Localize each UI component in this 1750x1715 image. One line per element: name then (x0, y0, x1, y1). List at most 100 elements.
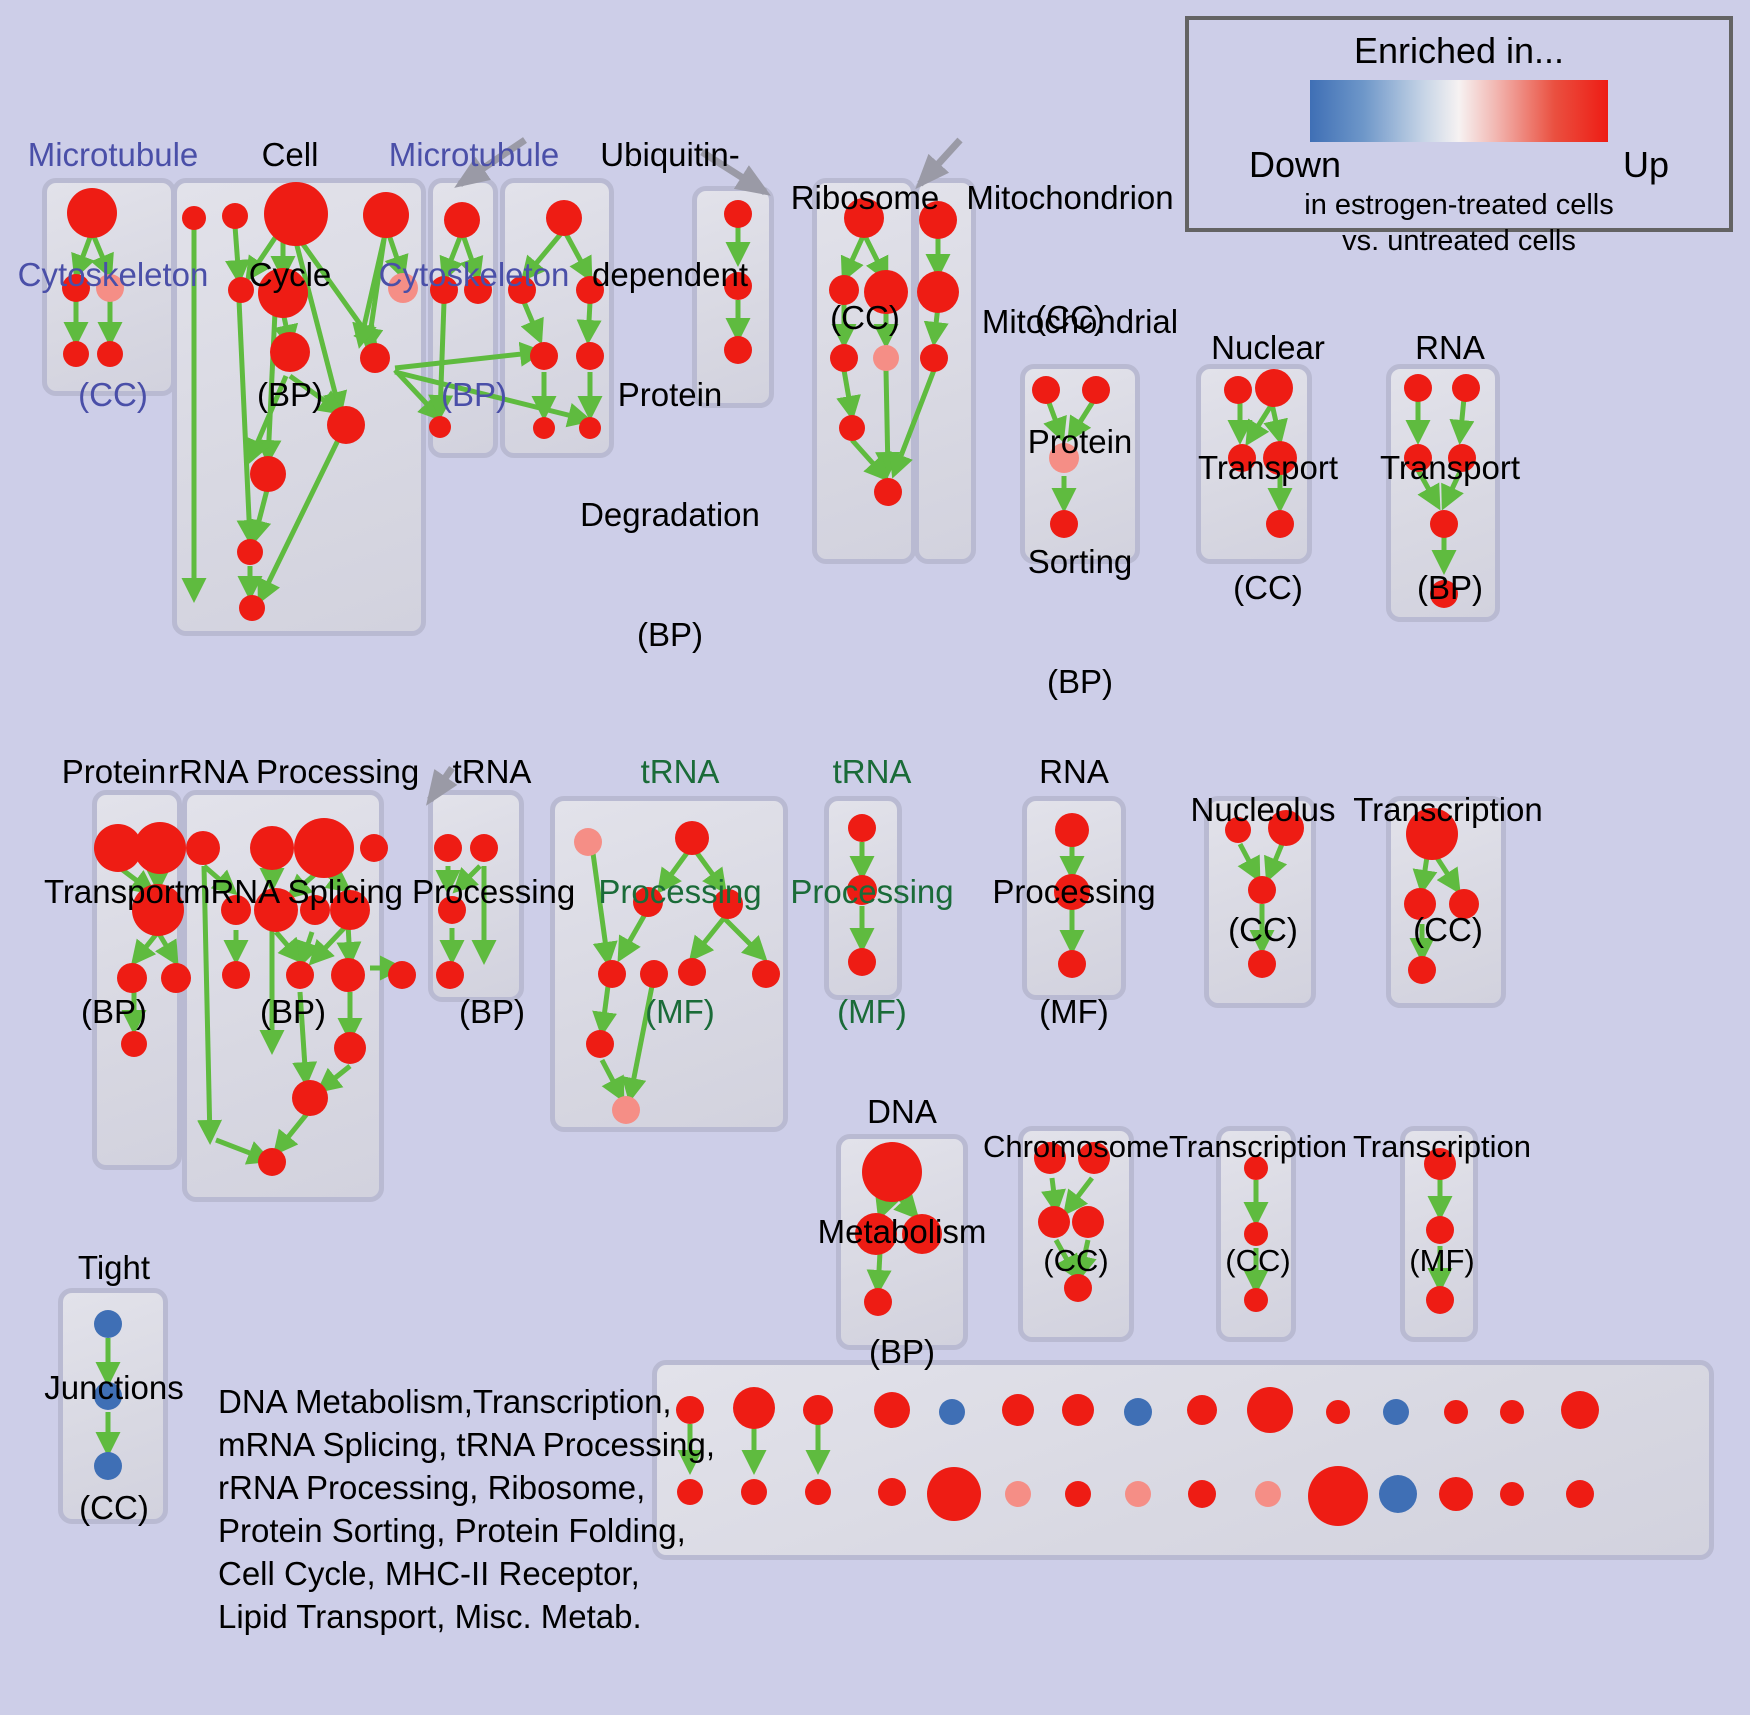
cluster-label-line: Processing (412, 873, 576, 910)
cluster-label-line: Tight (77, 1249, 151, 1286)
cluster-label-line: Ribosome (790, 179, 940, 216)
cluster-label-line: RNA (1039, 753, 1109, 790)
cluster-label-protein-transport-bp: Protein Transport (BP) (24, 672, 204, 1112)
cluster-label-rna-processing-mf: RNA Processing (MF) (984, 672, 1164, 1112)
cluster-label-line: Microtubule (388, 136, 560, 173)
pointer-arrow-microtubule-bp (454, 137, 527, 188)
cluster-label-ribosome-cc: Ribosome (CC) (770, 98, 960, 418)
cluster-label-cell-cycle-bp: Cell Cycle (BP) (220, 55, 360, 495)
cluster-label-nuclear-transport-cc: Nuclear Transport (CC) (1178, 248, 1358, 688)
cluster-label-line: dependent (592, 256, 748, 293)
cluster-label-line: tRNA (832, 753, 912, 790)
cluster-label-trna-processing-bp: tRNA Processing (BP) (412, 672, 576, 1112)
cluster-label-line: (MF) (837, 993, 907, 1030)
cluster-label-chromosome-cc: Chromosome (CC) (978, 1052, 1174, 1356)
cluster-label-line: Junctions (44, 1369, 184, 1406)
cluster-label-line: (CC) (1225, 1243, 1291, 1278)
cluster-label-line: Chromosome (982, 1129, 1170, 1164)
cluster-label-transcription-cc-bottom: Transcription (CC) (1160, 1052, 1356, 1356)
cluster-label-trna-processing-mf-1: tRNA Processing (MF) (590, 672, 770, 1112)
cluster-label-line: (BP) (260, 993, 326, 1030)
legend-endpoint-labels: Down Up (1249, 144, 1669, 186)
cluster-label-line: (CC) (1043, 1243, 1109, 1278)
cluster-label-line: Transport (44, 873, 184, 910)
cluster-label-line: Metabolism (817, 1213, 987, 1250)
cluster-label-line: (CC) (1233, 569, 1303, 606)
cluster-label-line: Cytoskeleton (17, 256, 209, 293)
cluster-label-line: Processing (598, 873, 762, 910)
cluster-label-line: Protein (61, 753, 167, 790)
cluster-label-line: Ubiquitin- (600, 136, 740, 173)
cluster-label-line: Cell (261, 136, 319, 173)
cluster-label-line: Transcription (1353, 791, 1543, 828)
cluster-label-line: Protein (617, 376, 723, 413)
cluster-label-line: Protein (1027, 423, 1133, 460)
cluster-label-line: (CC) (1035, 299, 1105, 336)
cluster-label-ubiquitin-dependent-protein-degradation-bp: Ubiquitin- dependent Protein Degradation… (560, 55, 780, 735)
cluster-label-line: DNA (867, 1093, 937, 1130)
cluster-label-line: tRNA (452, 753, 532, 790)
cluster-label-line: (BP) (1417, 569, 1483, 606)
cluster-label-mitochondrial-protein-sorting-bp: Mitochondrial Protein Sorting (BP) (975, 222, 1185, 782)
cluster-label-line: RNA (1415, 329, 1485, 366)
cluster-label-line: Cytoskeleton (378, 256, 570, 293)
cluster-label-transcription-mf: Transcription (MF) (1344, 1052, 1540, 1356)
cluster-label-line: (BP) (869, 1333, 935, 1370)
cluster-label-line: rRNA Processing (168, 753, 420, 790)
cluster-label-transcription-cc-top: Transcription (CC) (1348, 710, 1548, 1030)
legend-subtitle-line-2: vs. untreated cells (1342, 225, 1576, 257)
cluster-label-line: (CC) (1228, 911, 1298, 948)
pointer-arrow-mitochondrion-cc (915, 137, 963, 190)
cluster-label-line: Processing (790, 873, 954, 910)
cluster-label-line: Transport (1198, 449, 1338, 486)
cluster-label-tight-junctions-cc: Tight Junctions (CC) (14, 1168, 214, 1608)
cluster-label-line: (BP) (441, 376, 507, 413)
cluster-label-line: (CC) (78, 376, 148, 413)
cluster-panel-mitochondrion-cc[interactable] (914, 178, 976, 564)
cluster-label-line: Cycle (248, 256, 332, 293)
cluster-label-line: Processing (992, 873, 1156, 910)
cluster-label-line: Transcription (1352, 1129, 1532, 1164)
cluster-label-line: tRNA (640, 753, 720, 790)
cluster-label-line: Nucleolus (1190, 791, 1336, 828)
legend-high-label: Up (1622, 144, 1669, 185)
cluster-label-line: Transcription (1168, 1129, 1348, 1164)
cluster-label-line: Nuclear (1211, 329, 1325, 366)
cluster-label-line: (BP) (637, 616, 703, 653)
cluster-label-line: Degradation (580, 496, 760, 533)
cluster-label-dna-metabolism-bp: DNA Metabolism (BP) (802, 1012, 1002, 1452)
cluster-label-line: (MF) (1039, 993, 1109, 1030)
cluster-label-line: (MF) (645, 993, 715, 1030)
cluster-label-microtubule-cytoskeleton-bp: Microtubule Cytoskeleton (BP) (368, 55, 580, 495)
cluster-label-line: (CC) (1413, 911, 1483, 948)
cluster-label-line: (CC) (79, 1489, 149, 1526)
pointer-arrow-ubiquitin-bp (700, 149, 771, 196)
singletons-caption: DNA Metabolism,Transcription, mRNA Splic… (218, 1383, 716, 1635)
cluster-label-line: (BP) (81, 993, 147, 1030)
cluster-label-rrna-processing-mrna-splicing-bp: rRNA Processing mRNA Splicing (BP) (168, 672, 420, 1112)
cluster-label-line: Mitochondrion (966, 179, 1174, 216)
cluster-label-line: (BP) (1047, 663, 1113, 700)
cluster-label-line: Mitochondrial (981, 303, 1179, 340)
legend-box: Enriched in... Down Up in estrogen-treat… (1185, 16, 1733, 257)
cluster-label-mitochondrion-cc: Mitochondrion (CC) (955, 98, 1185, 418)
cluster-label-microtubule-cytoskeleton-cc: Microtubule Cytoskeleton (CC) (8, 55, 218, 495)
cluster-label-line: (BP) (459, 993, 525, 1030)
legend-low-label: Down (1249, 144, 1342, 185)
legend-color-gradient-bar (1310, 80, 1608, 142)
cluster-label-line: (MF) (1409, 1243, 1475, 1278)
legend-title: Enriched in... (1353, 30, 1565, 71)
pointer-arrows (426, 137, 963, 806)
cluster-label-line: Sorting (1027, 543, 1133, 580)
network-nodes (62, 182, 1599, 1526)
cluster-label-line: mRNA Splicing (182, 873, 404, 910)
network-edges (63, 224, 1475, 1475)
cluster-label-line: Transport (1380, 449, 1520, 486)
cluster-label-line: Microtubule (27, 136, 199, 173)
cluster-panel-chromosome-cc[interactable] (1018, 1126, 1134, 1342)
cluster-label-trna-processing-mf-2: tRNA Processing (MF) (782, 672, 962, 1112)
legend-subtitle-line-1: in estrogen-treated cells (1304, 189, 1614, 221)
cluster-label-line: (CC) (830, 299, 900, 336)
